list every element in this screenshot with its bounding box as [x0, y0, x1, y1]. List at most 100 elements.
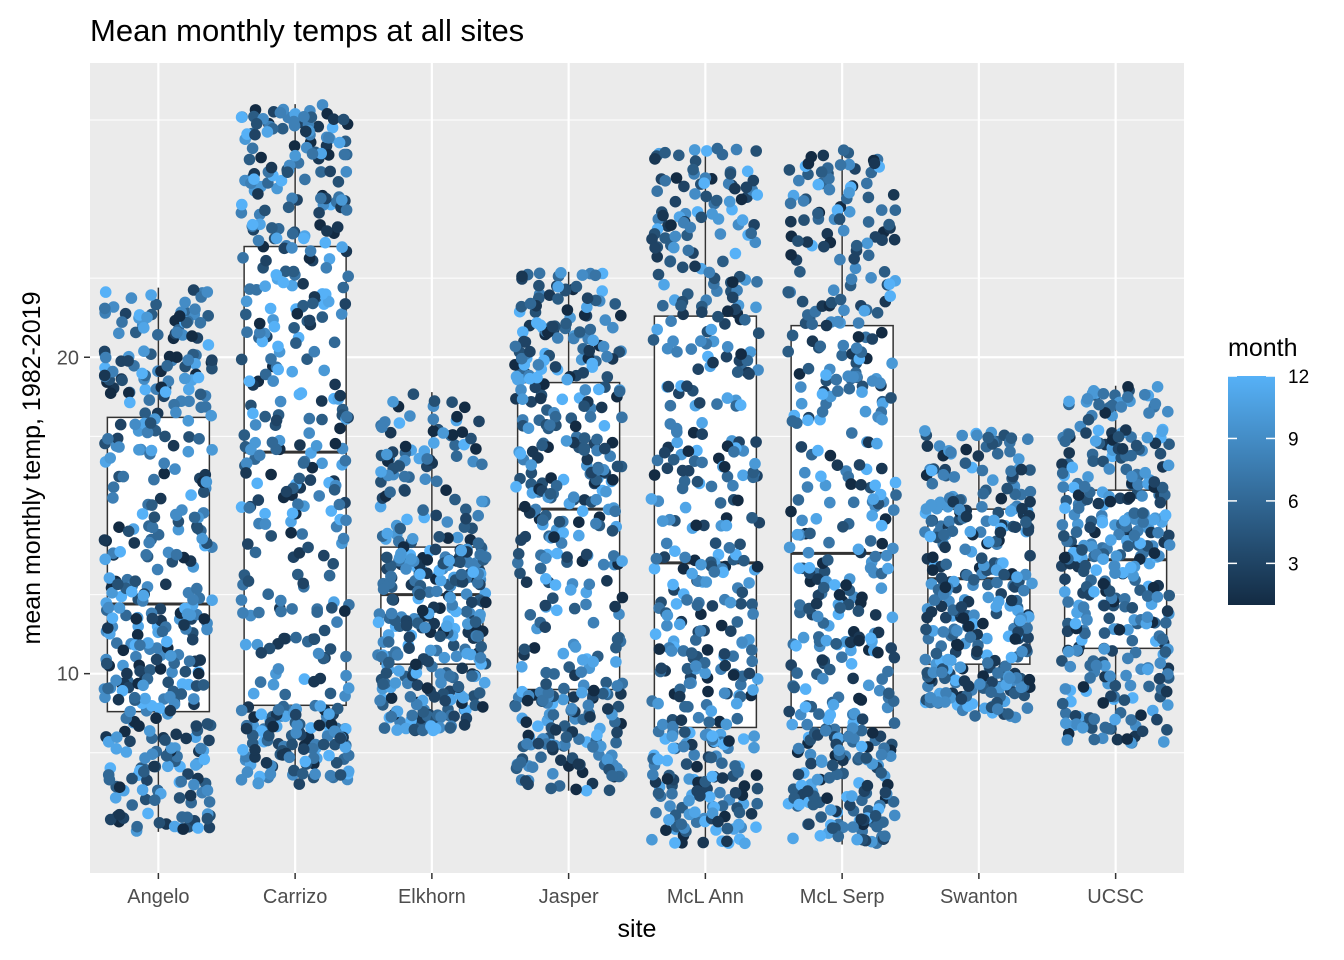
data-point [691, 475, 704, 488]
data-point [937, 469, 950, 481]
data-point [1022, 433, 1034, 446]
x-axis-title: site [618, 915, 657, 943]
data-point [324, 687, 337, 700]
data-point [959, 457, 972, 470]
data-point [862, 249, 875, 262]
data-point [104, 387, 117, 400]
data-point [831, 768, 843, 781]
data-point [580, 598, 592, 611]
data-point [862, 216, 875, 228]
data-point [737, 733, 750, 745]
data-point [1014, 614, 1026, 627]
data-point [746, 655, 758, 668]
legend-colorbar [1228, 376, 1275, 605]
data-point [995, 492, 1008, 505]
data-point [243, 502, 256, 514]
data-point [404, 410, 416, 422]
data-point [884, 290, 896, 302]
data-point [246, 142, 259, 155]
data-point [816, 388, 829, 400]
data-point [459, 401, 471, 414]
data-point [958, 675, 971, 687]
data-point [692, 711, 705, 724]
data-point [926, 477, 939, 490]
data-point [296, 768, 309, 780]
data-point [852, 317, 865, 329]
data-point [676, 261, 689, 274]
data-point [1090, 659, 1103, 672]
data-point [584, 411, 597, 423]
data-point [669, 837, 681, 849]
data-point [465, 432, 477, 445]
data-point [156, 625, 169, 638]
data-point [843, 206, 856, 218]
data-point [286, 365, 299, 378]
data-point [551, 332, 564, 344]
data-point [852, 605, 865, 617]
data-point [377, 678, 389, 690]
data-point [270, 414, 283, 427]
data-point [578, 400, 590, 413]
data-point [1021, 622, 1033, 634]
data-point [707, 356, 719, 369]
data-point [919, 653, 932, 666]
data-point [125, 292, 138, 304]
data-point [1118, 514, 1131, 527]
data-point [875, 582, 888, 594]
data-point [676, 464, 689, 477]
data-point [601, 753, 614, 766]
data-point [313, 207, 325, 219]
data-point [275, 174, 288, 187]
data-point [124, 705, 136, 718]
data-point [178, 619, 190, 631]
data-point [184, 789, 197, 802]
data-point [246, 218, 259, 231]
data-point [297, 743, 310, 755]
data-point [986, 676, 998, 688]
data-point [1147, 513, 1160, 526]
data-point [1082, 413, 1095, 426]
data-point [717, 566, 729, 579]
data-point [659, 175, 672, 187]
data-point [1141, 590, 1154, 602]
data-point [403, 631, 416, 643]
data-point [786, 329, 799, 342]
data-point [259, 368, 272, 381]
data-point [339, 605, 351, 617]
data-point [1098, 627, 1111, 639]
data-point [198, 486, 210, 498]
data-point [804, 527, 816, 540]
data-point [673, 690, 686, 703]
data-point [747, 466, 760, 479]
data-point [876, 326, 888, 339]
data-point [889, 204, 902, 216]
data-point [1097, 578, 1110, 590]
data-point [289, 149, 302, 162]
data-point [476, 458, 488, 471]
data-point [261, 126, 274, 138]
data-point [802, 362, 815, 375]
data-point [971, 645, 983, 658]
data-point [162, 760, 174, 773]
data-point [286, 279, 299, 292]
data-point [597, 340, 610, 353]
data-point [966, 698, 979, 710]
data-point [563, 661, 575, 673]
data-point [175, 775, 187, 788]
data-point [991, 576, 1003, 589]
data-point [148, 760, 160, 773]
data-point [274, 106, 287, 119]
data-point [405, 553, 417, 565]
data-point [428, 617, 441, 630]
data-point [557, 647, 570, 660]
data-point [266, 222, 278, 234]
data-point [661, 619, 673, 632]
data-point [679, 551, 691, 564]
data-point [964, 525, 977, 538]
data-point [751, 560, 764, 573]
data-point [803, 818, 815, 830]
data-point [170, 548, 183, 561]
data-point [1103, 612, 1115, 625]
data-point [474, 652, 487, 664]
data-point [679, 700, 691, 713]
